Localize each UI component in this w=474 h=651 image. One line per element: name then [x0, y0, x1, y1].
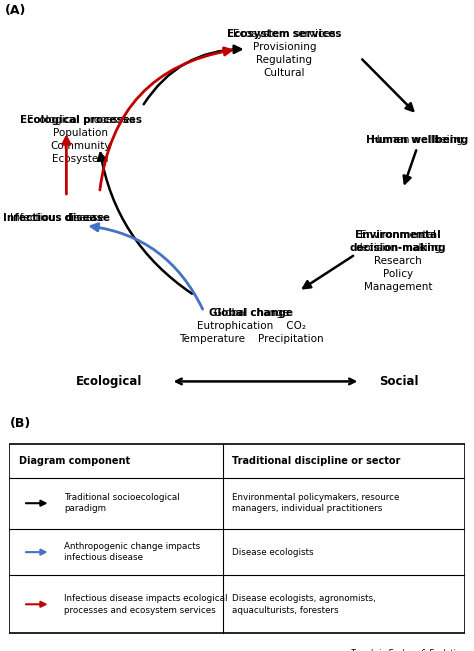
Text: Social: Social: [379, 375, 419, 388]
FancyArrowPatch shape: [303, 256, 353, 288]
Text: Disease ecologists: Disease ecologists: [232, 547, 314, 557]
FancyArrowPatch shape: [100, 48, 231, 190]
Text: Human wellbeing: Human wellbeing: [366, 135, 468, 145]
Text: Global change
Eutrophication    CO₂
Temperature    Precipitation: Global change Eutrophication CO₂ Tempera…: [179, 307, 324, 344]
Bar: [9, 444, 465, 633]
FancyArrowPatch shape: [91, 224, 203, 309]
Text: Traditional discipline or sector: Traditional discipline or sector: [232, 456, 401, 466]
Text: Infectious disease: Infectious disease: [10, 214, 104, 223]
FancyArrowPatch shape: [98, 153, 192, 294]
Text: (A): (A): [5, 4, 26, 17]
FancyArrowPatch shape: [26, 549, 46, 555]
Text: Traditional socioecological
paradigm: Traditional socioecological paradigm: [64, 493, 180, 514]
FancyArrowPatch shape: [404, 150, 416, 184]
Text: (B): (B): [9, 417, 31, 430]
FancyArrowPatch shape: [144, 46, 241, 104]
Text: Trends in Ecology & Evolution: Trends in Ecology & Evolution: [351, 649, 465, 651]
Text: Environmental
decision-making: Environmental decision-making: [350, 230, 447, 253]
Text: Disease ecologists, agronomists,
aquaculturists, foresters: Disease ecologists, agronomists, aquacul…: [232, 594, 376, 615]
FancyArrowPatch shape: [26, 602, 46, 607]
FancyArrowPatch shape: [26, 501, 46, 506]
Text: Environmental policymakers, resource
managers, individual practitioners: Environmental policymakers, resource man…: [232, 493, 400, 514]
Text: Infectious disease impacts ecological
processes and ecosystem services: Infectious disease impacts ecological pr…: [64, 594, 228, 615]
Text: Ecological: Ecological: [76, 375, 142, 388]
Text: Ecosystem services
Provisioning
Regulating
Cultural: Ecosystem services Provisioning Regulati…: [233, 29, 336, 78]
FancyArrowPatch shape: [63, 137, 70, 194]
Text: Infectious disease: Infectious disease: [3, 214, 110, 223]
Text: Ecological processes
Population
Community
Ecosystem: Ecological processes Population Communit…: [27, 115, 135, 165]
Text: Anthropogenic change impacts
infectious disease: Anthropogenic change impacts infectious …: [64, 542, 201, 562]
Text: Ecological processes: Ecological processes: [19, 115, 142, 125]
Text: Global change: Global change: [209, 307, 293, 318]
Text: Ecosystem services: Ecosystem services: [227, 29, 342, 38]
FancyArrowPatch shape: [362, 59, 413, 111]
Text: Human wellbeing: Human wellbeing: [372, 135, 463, 145]
Text: Diagram component: Diagram component: [18, 456, 130, 466]
Text: Environmental
decision-making
Research
Policy
Management: Environmental decision-making Research P…: [355, 230, 441, 292]
